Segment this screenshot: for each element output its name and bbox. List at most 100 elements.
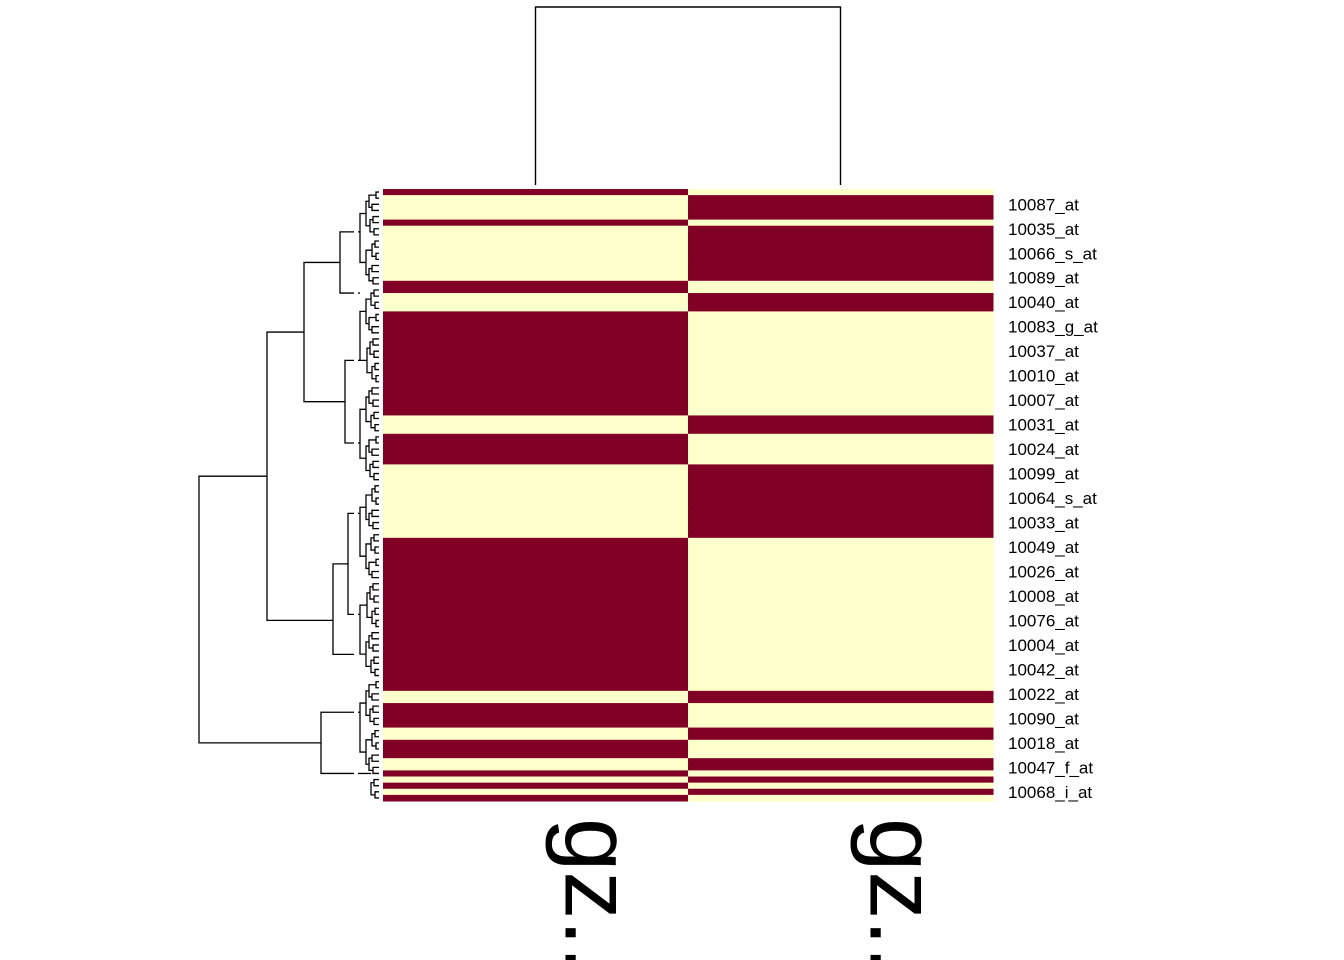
row-label: 10007_at — [1008, 391, 1079, 410]
row-dendrogram-branch — [344, 359, 354, 444]
heatmap-cell — [688, 794, 994, 802]
heatmap-cell — [383, 739, 689, 747]
row-dendrogram-branch — [375, 252, 379, 261]
heatmap-cell — [688, 543, 994, 551]
row-dendrogram-branch — [371, 754, 379, 762]
heatmap-cell — [688, 501, 994, 508]
row-label: 10004_at — [1008, 636, 1079, 655]
row-dendrogram-branch — [373, 534, 379, 542]
heatmap-cell — [688, 488, 994, 496]
row-dendrogram-branch — [359, 310, 367, 362]
row-dendrogram-branch — [359, 506, 366, 557]
row-dendrogram-branch — [370, 781, 375, 796]
heatmap-cell — [383, 476, 689, 484]
heatmap-cell — [383, 666, 689, 673]
heatmap-cell — [688, 599, 994, 606]
heatmap-cell — [688, 733, 994, 741]
heatmap-cell — [383, 617, 689, 625]
row-dendrogram-branch — [373, 350, 379, 358]
heatmap-cell — [383, 409, 689, 416]
heatmap-cell — [383, 519, 689, 527]
heatmap-cell — [688, 403, 994, 410]
heatmap-cell — [688, 770, 994, 778]
heatmap-cell — [688, 715, 994, 722]
row-label: 10035_at — [1008, 220, 1079, 239]
heatmap-cell — [383, 586, 689, 594]
heatmap-cell — [688, 268, 994, 276]
heatmap-cell — [383, 550, 689, 557]
heatmap-cell — [383, 709, 689, 716]
heatmap-cell — [688, 409, 994, 416]
row-dendrogram-branch — [374, 301, 379, 309]
row-dendrogram-branch — [372, 215, 379, 224]
row-dendrogram — [198, 191, 379, 799]
column-dendrogram-branch — [534, 6, 842, 185]
heatmap-cell — [383, 262, 689, 270]
row-label: 10040_at — [1008, 293, 1079, 312]
heatmap-cell — [383, 574, 689, 582]
row-labels: 10087_at 10035_at 10066_s_at 10089_at 10040_… — [1008, 195, 1098, 802]
heatmap-cell — [383, 317, 689, 325]
row-label: 10033_at — [1008, 514, 1079, 533]
row-dendrogram-branch — [373, 228, 379, 236]
heatmap-cell — [383, 794, 689, 802]
heatmap-cell — [383, 237, 689, 245]
heatmap-cell — [688, 213, 994, 221]
row-dendrogram-branch — [372, 766, 379, 775]
heatmap-cells — [383, 189, 994, 802]
heatmap-cell — [688, 519, 994, 527]
heatmap-cell — [688, 348, 994, 355]
heatmap-cell — [383, 525, 689, 533]
row-label: 10018_at — [1008, 734, 1079, 753]
heatmap-cell — [688, 605, 994, 612]
heatmap-cell — [383, 244, 689, 251]
heatmap-cell — [688, 476, 994, 484]
row-dendrogram-branch — [373, 595, 379, 603]
heatmap-cell — [383, 213, 689, 221]
heatmap-cell — [383, 299, 689, 306]
row-dendrogram-branch — [371, 632, 379, 640]
heatmap-cell — [688, 788, 994, 796]
heatmap-cell — [383, 495, 689, 502]
column-label: gz... — [850, 818, 957, 960]
heatmap-cell — [688, 666, 994, 673]
heatmap-cell — [383, 311, 689, 319]
heatmap-cell — [383, 366, 689, 374]
row-dendrogram-branch — [375, 436, 379, 444]
row-dendrogram-branch — [332, 563, 354, 655]
heatmap-cell — [383, 372, 689, 380]
heatmap-cell — [383, 745, 689, 753]
heatmap-cell — [383, 715, 689, 722]
row-dendrogram-branch — [359, 604, 367, 655]
heatmap-cell — [383, 195, 689, 202]
row-dendrogram-branch — [373, 472, 379, 481]
heatmap-cell — [383, 641, 689, 649]
heatmap-cell — [688, 452, 994, 459]
row-dendrogram-branch — [372, 644, 379, 652]
heatmap-cell — [383, 397, 689, 404]
heatmap-cell — [688, 660, 994, 667]
row-label: 10066_s_at — [1008, 244, 1097, 263]
row-label: 10042_at — [1008, 660, 1079, 679]
heatmap-cell — [688, 293, 994, 300]
heatmap-cell — [688, 745, 994, 753]
heatmap-cell — [383, 439, 689, 447]
heatmap-cell — [383, 770, 689, 778]
heatmap-cell — [383, 354, 689, 361]
heatmap-cell — [688, 360, 994, 367]
heatmap-cell — [688, 635, 994, 643]
heatmap-cell — [688, 439, 994, 447]
heatmap-cell — [383, 531, 689, 539]
heatmap-cell — [688, 433, 994, 441]
row-dendrogram-branch — [375, 681, 379, 689]
heatmap-cell — [383, 250, 689, 257]
row-label: 10010_at — [1008, 367, 1079, 386]
heatmap-cell — [688, 586, 994, 594]
heatmap-cell — [383, 348, 689, 355]
heatmap-cell — [688, 721, 994, 729]
row-label: 10008_at — [1008, 587, 1079, 606]
row-label: 10089_at — [1008, 269, 1079, 288]
heatmap-cell — [688, 648, 994, 655]
heatmap-cell — [688, 305, 994, 312]
heatmap-cell — [688, 262, 994, 270]
